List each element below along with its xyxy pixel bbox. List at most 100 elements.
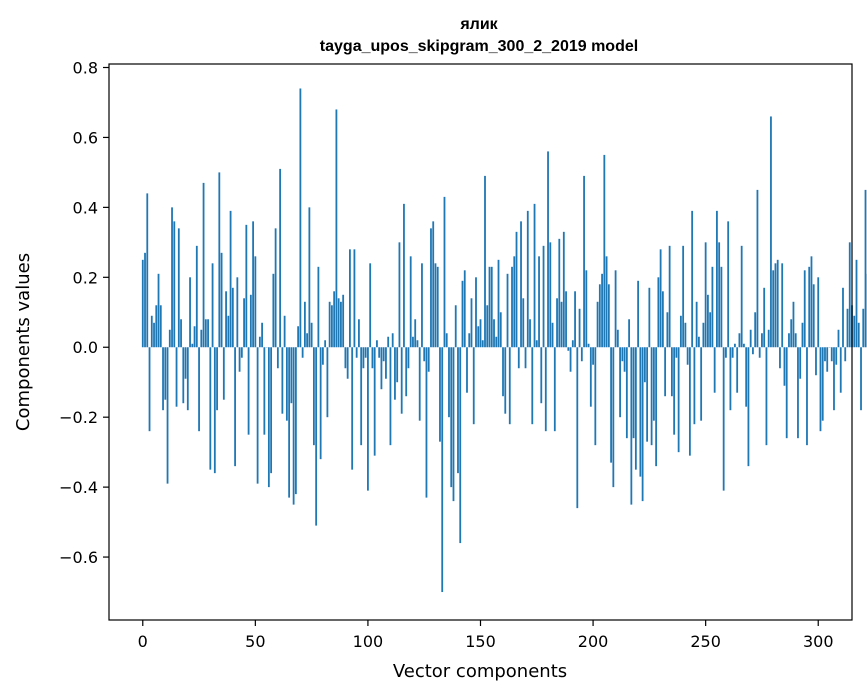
bar-155 bbox=[490, 266, 493, 348]
bar-233 bbox=[666, 312, 669, 348]
bar-97 bbox=[360, 347, 363, 446]
bar-58 bbox=[272, 273, 275, 348]
bar-101 bbox=[369, 263, 372, 348]
bar-266 bbox=[740, 245, 743, 348]
bar-292 bbox=[799, 347, 802, 379]
bar-34 bbox=[218, 172, 221, 348]
bar-113 bbox=[396, 347, 399, 383]
bar-187 bbox=[562, 231, 565, 348]
bar-63 bbox=[283, 315, 286, 348]
bar-122 bbox=[416, 340, 419, 348]
bar-309 bbox=[837, 329, 840, 348]
bar-145 bbox=[468, 333, 471, 348]
bar-30 bbox=[209, 347, 212, 470]
bar-303 bbox=[824, 347, 826, 362]
bar-156 bbox=[493, 319, 495, 348]
bar-267 bbox=[743, 343, 745, 348]
bar-308 bbox=[835, 347, 838, 365]
bar-191 bbox=[571, 340, 574, 348]
y-tick-label: −0.2 bbox=[59, 408, 98, 427]
bar-46 bbox=[245, 224, 248, 348]
bar-131 bbox=[436, 266, 439, 348]
bar-316 bbox=[853, 315, 856, 348]
bar-90 bbox=[344, 347, 347, 369]
bar-258 bbox=[722, 347, 725, 491]
chart-title-line1: ялик bbox=[459, 16, 498, 33]
bar-74 bbox=[308, 207, 311, 348]
bar-277 bbox=[765, 347, 768, 446]
bar-229 bbox=[657, 277, 660, 348]
y-tick-label: −0.4 bbox=[59, 478, 98, 497]
bar-64 bbox=[285, 347, 288, 421]
bar-262 bbox=[731, 347, 734, 358]
bar-129 bbox=[432, 221, 435, 348]
bar-165 bbox=[513, 256, 516, 348]
bar-61 bbox=[279, 168, 282, 348]
bar-249 bbox=[702, 322, 705, 348]
bar-121 bbox=[414, 319, 417, 348]
bar-271 bbox=[752, 347, 754, 355]
bar-310 bbox=[839, 347, 842, 393]
plot-frame bbox=[108, 63, 853, 621]
bar-146 bbox=[470, 298, 473, 348]
y-axis-label: Components values bbox=[13, 253, 34, 431]
bar-300 bbox=[817, 277, 820, 348]
bar-73 bbox=[306, 333, 309, 348]
bar-167 bbox=[517, 347, 520, 369]
bar-213 bbox=[621, 347, 624, 362]
bar-18 bbox=[182, 347, 185, 404]
bar-192 bbox=[574, 291, 576, 348]
bar-54 bbox=[263, 347, 266, 435]
bar-181 bbox=[549, 242, 552, 348]
bar-268 bbox=[745, 347, 748, 407]
bar-40 bbox=[231, 287, 234, 348]
bar-24 bbox=[195, 245, 198, 348]
bar-68 bbox=[294, 347, 297, 495]
x-tick-label: 150 bbox=[465, 632, 496, 651]
bar-184 bbox=[556, 298, 558, 348]
bar-62 bbox=[281, 347, 284, 414]
bar-42 bbox=[236, 277, 239, 348]
bar-37 bbox=[225, 291, 227, 348]
bar-177 bbox=[540, 347, 543, 404]
bar-115 bbox=[400, 347, 403, 414]
x-tick-label: 250 bbox=[690, 632, 721, 651]
bar-103 bbox=[373, 347, 376, 456]
bar-280 bbox=[772, 270, 775, 348]
bar-137 bbox=[450, 347, 453, 488]
bar-209 bbox=[612, 347, 615, 488]
bar-231 bbox=[661, 291, 664, 348]
bar-283 bbox=[779, 347, 781, 369]
bar-202 bbox=[596, 301, 599, 348]
bar-120 bbox=[412, 336, 414, 348]
bar-49 bbox=[252, 221, 254, 348]
bar-9 bbox=[162, 347, 164, 411]
bar-205 bbox=[603, 154, 606, 348]
bar-185 bbox=[558, 238, 561, 348]
bar-28 bbox=[204, 319, 207, 348]
bar-222 bbox=[641, 347, 644, 502]
bar-70 bbox=[299, 88, 302, 348]
x-axis-label: Vector components bbox=[393, 661, 567, 682]
bar-147 bbox=[472, 347, 475, 425]
bar-235 bbox=[670, 347, 673, 397]
bar-264 bbox=[736, 347, 739, 393]
bar-110 bbox=[389, 347, 392, 446]
bar-174 bbox=[533, 203, 536, 348]
bar-6 bbox=[155, 305, 158, 348]
bar-195 bbox=[580, 347, 583, 362]
bar-210 bbox=[614, 270, 617, 348]
bar-273 bbox=[756, 189, 759, 348]
bar-11 bbox=[166, 347, 169, 484]
bar-128 bbox=[430, 228, 432, 348]
bar-198 bbox=[587, 343, 590, 348]
bar-169 bbox=[522, 298, 525, 348]
bar-278 bbox=[767, 329, 770, 348]
bar-234 bbox=[668, 245, 671, 348]
bar-211 bbox=[616, 329, 619, 348]
y-tick-label: 0.0 bbox=[73, 338, 98, 357]
bar-199 bbox=[589, 347, 592, 407]
bar-242 bbox=[686, 347, 689, 365]
bar-246 bbox=[695, 301, 698, 348]
bar-44 bbox=[240, 347, 243, 358]
